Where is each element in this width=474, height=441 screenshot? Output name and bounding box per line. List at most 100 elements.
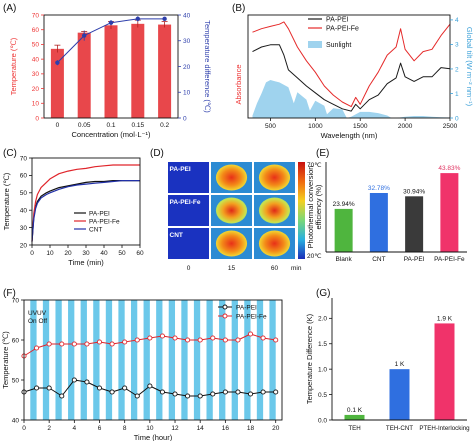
a-xtick-label: 0: [56, 122, 60, 129]
f-point: [46, 385, 52, 391]
e-value-label: 30.94%: [403, 188, 425, 195]
c-xtick-label: 30: [82, 250, 90, 257]
a-y2tick-label: 10: [183, 90, 191, 97]
d-row-label: PA-PEI: [170, 166, 191, 173]
f-point: [122, 385, 128, 391]
d-colorbar-max: 70℃: [307, 162, 322, 169]
f-ytick-label: 40: [12, 417, 20, 424]
f-legend-label: PA-PEI-Fe: [236, 314, 267, 321]
c-ylabel: Temperature (℃): [2, 172, 11, 230]
e-xtick-label: PA-PEI-Fe: [434, 256, 465, 263]
c-xtick-label: 20: [64, 250, 72, 257]
f-point: [185, 393, 191, 399]
g-ytick-label: 2.0: [318, 316, 327, 323]
f-xtick-label: 8: [123, 425, 127, 432]
f-xtick-label: 2: [47, 425, 51, 432]
e-bar: [440, 173, 459, 252]
c-xtick-label: 50: [118, 250, 126, 257]
f-uv-band: [181, 300, 188, 420]
b-series-line: [252, 21, 451, 108]
f-uv-band: [93, 300, 100, 420]
a-diff-point: [162, 16, 167, 22]
b-y2tick-label: 2: [455, 66, 459, 73]
d-row-label: CNT: [170, 232, 183, 239]
f-xtick-label: 14: [197, 425, 205, 432]
f-point: [59, 393, 65, 399]
c-xlabel: Time (min): [68, 258, 104, 267]
f-xtick-label: 0: [22, 425, 26, 432]
f-point: [235, 389, 241, 395]
a-ylabel: Temperature (℃): [9, 37, 18, 95]
f-point: [59, 341, 65, 347]
b-ylabel: Absorbance: [234, 64, 243, 104]
f-xtick-label: 12: [171, 425, 179, 432]
g-value-label: 1 K: [395, 361, 405, 368]
a-ytick-label: 30: [32, 71, 40, 78]
g-ytick-label: 1.5: [318, 341, 327, 348]
f-uv-band: [105, 300, 113, 420]
f-point: [147, 383, 153, 389]
panel-letter-e: (E): [316, 148, 329, 159]
c-legend-label: CNT: [89, 227, 102, 234]
a-ytick-label: 0: [35, 115, 39, 122]
e-xtick-label: Blank: [335, 256, 352, 263]
b-xtick-label: 2000: [398, 123, 413, 130]
panel-letter-d: (D): [150, 148, 164, 159]
c-ytick-label: 60: [20, 173, 28, 180]
f-xtick-label: 4: [73, 425, 77, 432]
c-plot-frame: [31, 157, 141, 246]
f-point: [134, 337, 140, 343]
g-ytick-label: 0.5: [318, 392, 327, 399]
d-thermal-cell: [168, 195, 209, 226]
a-xtick-label: 0.2: [160, 122, 169, 129]
f-uv-band: [42, 300, 50, 420]
f-uv-band: [256, 300, 264, 420]
e-bar: [369, 192, 388, 252]
e-value-label: 32.78%: [368, 185, 390, 192]
a-ytick-label: 70: [32, 12, 40, 19]
f-uv-band: [244, 300, 251, 420]
f-point: [197, 337, 203, 343]
f-ytick-label: 60: [12, 337, 20, 344]
a-ytick-label: 40: [32, 56, 40, 63]
f-uv-band: [206, 300, 213, 420]
c-ytick-label: 70: [20, 155, 28, 162]
f-legend-marker: [222, 313, 228, 319]
d-thermal-cell: [168, 162, 209, 193]
d-col-label: 0: [187, 265, 191, 272]
b-legend-label: PA-PEI: [326, 17, 348, 24]
f-uv-band: [193, 300, 201, 420]
e-value-label: 23.94%: [333, 201, 355, 208]
b-legend-label: Sunlight: [326, 42, 351, 49]
a-bar: [104, 25, 118, 118]
b-legend-sunlight-swatch: [308, 41, 322, 48]
f-point: [159, 389, 165, 395]
f-uv-band: [219, 300, 226, 420]
a-xtick-label: 0.05: [78, 122, 91, 129]
f-point: [172, 335, 178, 341]
c-legend-label: PA-PEI: [89, 211, 110, 218]
f-point: [172, 391, 178, 397]
c-ytick-label: 30: [20, 225, 28, 232]
d-row-label: PA-PEI-Fe: [170, 199, 201, 206]
d-thermal-spot: [215, 197, 248, 224]
g-bar: [344, 414, 365, 420]
panel-letter-c: (C): [3, 148, 17, 159]
f-point: [34, 385, 40, 391]
f-point: [134, 393, 140, 399]
f-point: [122, 339, 128, 345]
c-series-line: [31, 180, 140, 242]
panel-letter-f: (F): [3, 288, 16, 299]
f-uv-band: [143, 300, 150, 420]
f-point: [96, 339, 103, 345]
b-xtick-label: 1000: [308, 123, 323, 130]
f-uv-band: [156, 300, 163, 420]
f-point: [197, 393, 203, 399]
f-uv-band: [118, 300, 125, 420]
g-ytick-label: 0.0: [318, 417, 327, 424]
e-ylabel: efficiency (%): [314, 184, 323, 229]
g-xtick-label: TEH: [348, 425, 360, 432]
f-point: [109, 341, 115, 347]
c-xtick-label: 0: [30, 250, 34, 257]
